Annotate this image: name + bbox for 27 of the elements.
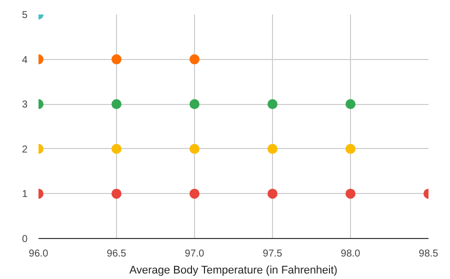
point — [190, 54, 200, 64]
x-tick-label: 97.0 — [184, 248, 205, 260]
point — [112, 188, 122, 199]
x-tick-label: 96.0 — [28, 248, 49, 260]
point — [268, 144, 278, 154]
point — [346, 99, 356, 110]
point — [268, 188, 278, 199]
point — [346, 144, 356, 154]
point — [190, 99, 200, 110]
y-tick-label: 3 — [22, 100, 28, 111]
point — [112, 54, 122, 64]
point — [190, 144, 200, 154]
y-tick-label: 0 — [22, 234, 28, 245]
x-tick-label: 97.5 — [262, 248, 283, 260]
point — [190, 188, 200, 199]
x-tick-label: 98.0 — [340, 248, 361, 260]
x-axis-title: Average Body Temperature (in Fahrenheit) — [129, 264, 338, 276]
x-tick-label: 96.5 — [106, 248, 127, 260]
y-tick-label: 5 — [22, 10, 28, 21]
y-tick-label: 1 — [22, 189, 28, 200]
y-tick-label: 2 — [22, 144, 28, 156]
point — [346, 188, 356, 199]
x-tick-label: 98.5 — [418, 248, 439, 260]
point — [112, 144, 122, 154]
point — [268, 99, 278, 110]
point — [112, 99, 122, 110]
y-tick-label: 4 — [22, 54, 28, 66]
